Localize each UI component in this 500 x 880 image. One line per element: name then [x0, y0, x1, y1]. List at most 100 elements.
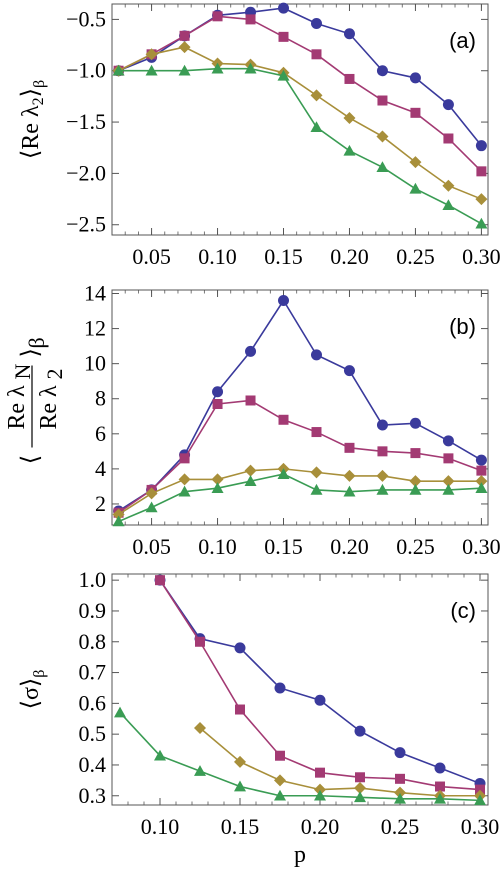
y-axis-label-denominator: Re λ — [36, 385, 62, 430]
y-axis-label-open: ⟨ — [18, 455, 44, 464]
data-point-gold — [310, 466, 323, 479]
y-tick-label: 0.4 — [79, 752, 107, 777]
data-point-gold — [274, 774, 286, 787]
data-point-gold — [394, 786, 406, 799]
x-tick-label: 0.05 — [132, 244, 171, 269]
series-line-gold — [118, 468, 482, 516]
data-point-blue — [314, 694, 326, 706]
series-blue — [113, 2, 487, 152]
y-axis-label-denominator-sub: 2 — [42, 369, 67, 380]
y-axis-label-sub: 2 — [30, 97, 47, 105]
data-point-green — [475, 217, 488, 229]
data-point-magenta — [212, 11, 223, 22]
data-point-blue — [278, 2, 290, 14]
series-gold — [112, 462, 488, 521]
data-point-magenta — [435, 781, 445, 792]
data-point-green — [234, 780, 246, 792]
data-point-gold — [409, 156, 422, 169]
x-tick-label: 0.30 — [462, 244, 500, 269]
y-tick-label: 2 — [95, 491, 106, 516]
y-tick-label: 10 — [84, 351, 106, 376]
data-point-magenta — [443, 453, 454, 464]
data-point-gold — [442, 475, 455, 488]
data-point-green — [244, 475, 257, 486]
x-tick-label: 0.10 — [198, 534, 237, 559]
y-axis-label-close: ⟩ — [18, 88, 44, 97]
series-line-green — [118, 473, 482, 523]
panel-c: 0.10 0.15 0.20 0.25 0.30 0.3 0.4 0.5 0.6 0.7 0.8 0.… — [18, 567, 499, 839]
data-point-gold — [314, 783, 326, 796]
data-point-gold — [343, 111, 356, 124]
data-point-gold — [145, 48, 158, 61]
y-tick-label: −2.0 — [66, 160, 106, 185]
data-point-green — [178, 485, 191, 497]
series-line-magenta — [159, 579, 481, 791]
y-axis-label: ⟨σ⟩β — [18, 670, 48, 710]
data-point-green — [310, 121, 323, 132]
data-point-blue — [376, 65, 388, 77]
y-axis-label-numerator-sub: N — [10, 364, 35, 380]
data-point-gold — [112, 508, 125, 521]
x-tick-label: 0.20 — [330, 534, 369, 559]
y-axis-label-close: ⟩ — [18, 678, 44, 687]
y-axis-label-open: ⟨ — [18, 150, 44, 159]
x-tick-label: 0.25 — [381, 814, 420, 839]
data-point-green — [114, 706, 126, 718]
y-tick-label: 12 — [84, 316, 106, 341]
series-line-green — [119, 712, 481, 802]
y-tick-label: 0.9 — [79, 598, 107, 623]
data-point-magenta — [278, 414, 289, 425]
data-point-magenta — [245, 14, 256, 25]
data-point-gold — [244, 464, 257, 477]
data-point-blue — [442, 99, 454, 111]
data-point-green — [277, 468, 290, 479]
data-point-magenta — [355, 772, 365, 783]
data-point-gold — [178, 41, 191, 54]
data-point-blue — [343, 28, 355, 40]
data-point-gold — [211, 473, 224, 486]
x-tick-label: 0.25 — [396, 244, 435, 269]
y-tick-label: 14 — [84, 281, 106, 306]
data-point-gold — [145, 487, 158, 500]
data-point-blue — [409, 417, 421, 429]
data-point-magenta — [311, 427, 322, 438]
y-tick-label: 0.3 — [79, 783, 107, 808]
series-line-blue — [118, 7, 483, 147]
data-point-blue — [475, 454, 487, 466]
data-point-gold — [343, 469, 356, 482]
data-point-magenta — [344, 73, 355, 84]
plot-frame — [111, 3, 489, 236]
y-tick-label: −0.5 — [66, 6, 106, 31]
y-tick-label: 4 — [95, 456, 106, 481]
data-point-magenta — [410, 448, 421, 459]
panel-label: (c) — [450, 598, 476, 623]
y-axis-label-text: ⟨σ⟩β — [18, 670, 48, 710]
data-point-gold — [310, 89, 323, 102]
x-tick-label: 0.20 — [330, 244, 369, 269]
series-blue — [154, 574, 486, 789]
data-point-magenta — [235, 704, 245, 715]
data-point-magenta — [315, 767, 325, 778]
y-tick-label: 0.5 — [79, 721, 107, 746]
data-point-green — [354, 791, 366, 803]
data-point-green — [474, 794, 486, 806]
data-point-blue — [278, 295, 290, 307]
x-tick-label: 0.25 — [396, 534, 435, 559]
data-point-blue — [310, 18, 322, 30]
y-tick-label: −1.5 — [66, 109, 106, 134]
data-point-green — [434, 792, 446, 804]
data-point-blue — [310, 349, 322, 361]
y-tick-label: 1.0 — [79, 567, 107, 592]
data-point-magenta — [410, 107, 421, 118]
data-point-green — [409, 182, 422, 194]
series-line-gold — [118, 46, 482, 200]
series-green — [114, 706, 486, 806]
data-point-blue — [475, 140, 487, 152]
y-tick-label: 6 — [95, 421, 106, 446]
y-axis-label-numerator: Re λ — [4, 385, 30, 430]
x-tick-label: 0.30 — [462, 534, 500, 559]
y-tick-label: 8 — [95, 386, 106, 411]
y-tick-label: 0.6 — [79, 690, 107, 715]
data-point-blue — [409, 72, 421, 84]
